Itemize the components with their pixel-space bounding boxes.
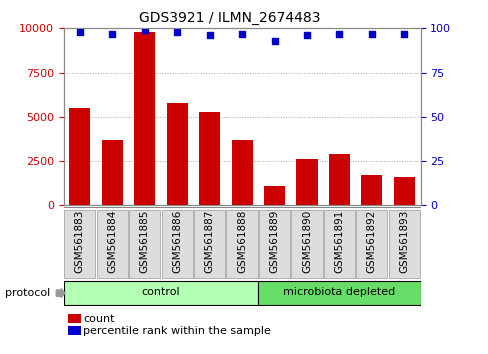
Point — [270, 38, 278, 44]
Bar — [328, 154, 349, 205]
Bar — [199, 112, 220, 205]
Point — [400, 31, 407, 36]
FancyBboxPatch shape — [291, 210, 322, 278]
FancyBboxPatch shape — [64, 210, 95, 278]
Text: GSM561885: GSM561885 — [140, 209, 149, 273]
FancyBboxPatch shape — [226, 210, 257, 278]
Text: protocol: protocol — [5, 288, 50, 298]
FancyBboxPatch shape — [194, 210, 224, 278]
Bar — [393, 177, 414, 205]
Point — [76, 29, 83, 35]
Text: GDS3921 / ILMN_2674483: GDS3921 / ILMN_2674483 — [139, 11, 320, 25]
Text: control: control — [142, 287, 180, 297]
FancyBboxPatch shape — [97, 210, 127, 278]
Point — [303, 33, 310, 38]
Text: GSM561892: GSM561892 — [366, 209, 376, 273]
FancyBboxPatch shape — [259, 210, 289, 278]
Text: GSM561886: GSM561886 — [172, 209, 182, 273]
Text: GSM561893: GSM561893 — [399, 209, 408, 273]
Bar — [102, 140, 122, 205]
Bar — [134, 32, 155, 205]
Text: GSM561890: GSM561890 — [302, 209, 311, 273]
Bar — [166, 103, 187, 205]
FancyBboxPatch shape — [356, 210, 386, 278]
FancyBboxPatch shape — [388, 210, 419, 278]
FancyBboxPatch shape — [63, 281, 258, 305]
Bar — [69, 108, 90, 205]
Point — [108, 31, 116, 36]
Text: GSM561883: GSM561883 — [75, 209, 84, 273]
FancyBboxPatch shape — [258, 281, 420, 305]
Text: GSM561888: GSM561888 — [237, 209, 246, 273]
Point — [205, 33, 213, 38]
Point — [141, 27, 148, 33]
Text: percentile rank within the sample: percentile rank within the sample — [83, 326, 270, 336]
Text: count: count — [83, 314, 114, 324]
Bar — [264, 186, 285, 205]
FancyBboxPatch shape — [323, 210, 354, 278]
Text: microbiota depleted: microbiota depleted — [283, 287, 395, 297]
Text: GSM561889: GSM561889 — [269, 209, 279, 273]
Text: GSM561884: GSM561884 — [107, 209, 117, 273]
Bar — [231, 140, 252, 205]
Bar — [296, 159, 317, 205]
Point — [335, 31, 343, 36]
Point — [173, 29, 181, 35]
Text: GSM561887: GSM561887 — [204, 209, 214, 273]
FancyBboxPatch shape — [129, 210, 160, 278]
Bar — [361, 175, 382, 205]
Point — [238, 31, 245, 36]
FancyBboxPatch shape — [161, 210, 192, 278]
Text: GSM561891: GSM561891 — [334, 209, 344, 273]
Point — [367, 31, 375, 36]
